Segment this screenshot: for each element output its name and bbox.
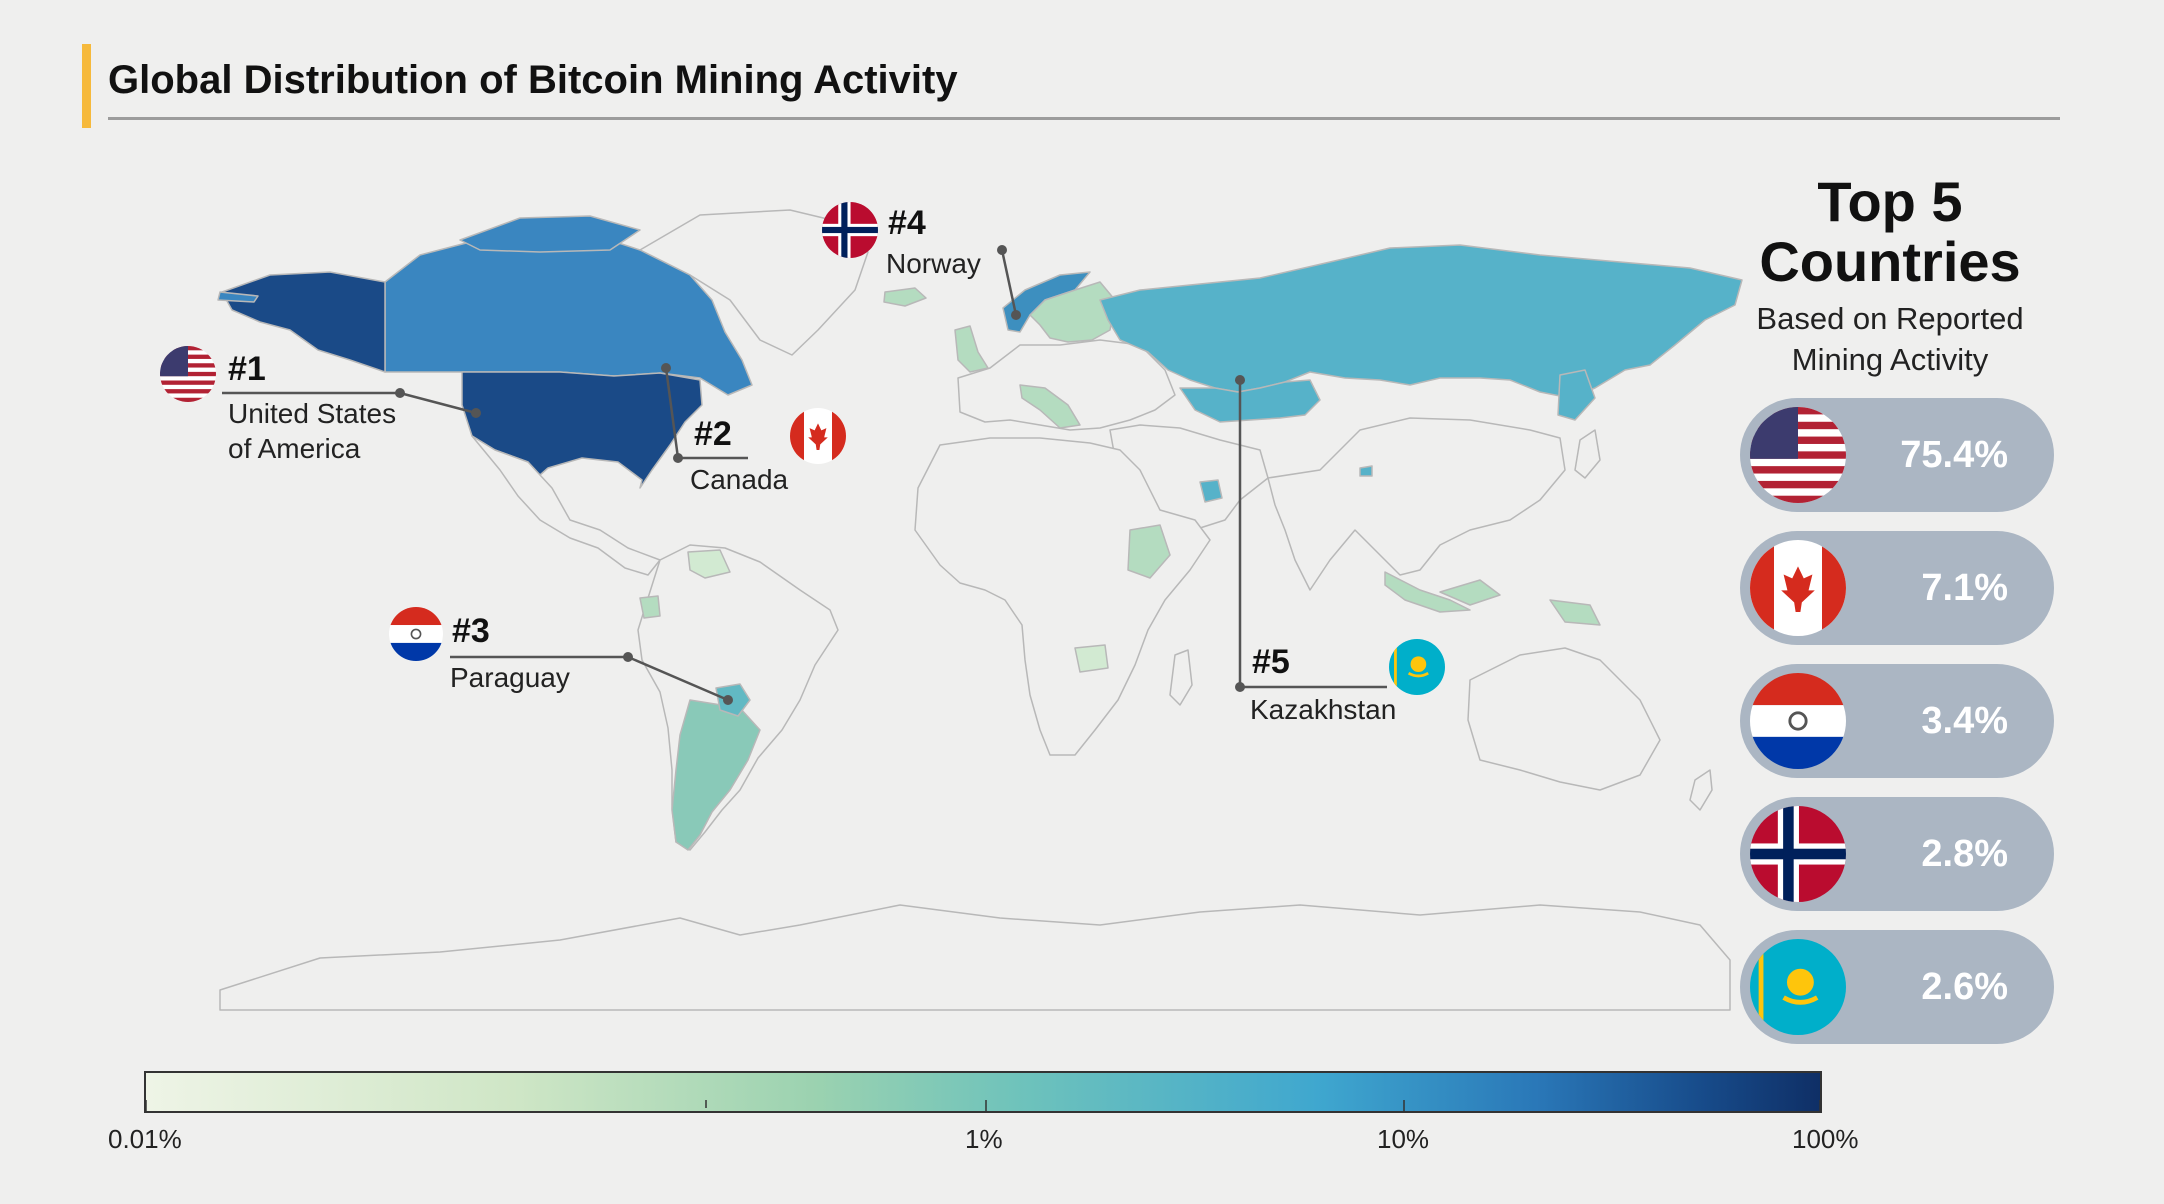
- top5-subtitle-line1: Based on Reported: [1756, 301, 2024, 336]
- top5-percent-kazakhstan: 2.6%: [1921, 966, 2008, 1008]
- region-russia: [1099, 244, 1743, 399]
- region-zambia: [1074, 644, 1109, 673]
- scale-tick-label: 1%: [965, 1124, 1003, 1154]
- rank-label-usa: #1: [228, 350, 266, 388]
- kazakhstan-flag-icon: [1389, 639, 1445, 695]
- region-africa: [914, 437, 1211, 756]
- country-label-norway: Norway: [886, 248, 981, 279]
- scale-tick-label: 0.01%: [108, 1124, 182, 1154]
- top5-item-kazakhstan: 2.6%: [1740, 930, 2054, 1044]
- region-sweden-finland: [1029, 281, 1116, 343]
- top5-title: Top 5 Countries: [1730, 172, 2050, 292]
- top5-title-line1: Top 5: [1817, 170, 1963, 233]
- top5-item-norway: 2.8%: [1740, 797, 2054, 911]
- region-oman: [1199, 479, 1223, 503]
- region-europe: [957, 339, 1176, 431]
- region-alaska-islands: [217, 291, 259, 303]
- top5-subtitle: Based on Reported Mining Activity: [1730, 298, 2050, 380]
- region-alaska: [221, 271, 386, 373]
- norway-flag-icon: [1750, 806, 1846, 902]
- top5-percent-paraguay: 3.4%: [1921, 700, 2008, 742]
- region-antarctica: [219, 904, 1731, 1011]
- region-venezuela: [687, 549, 731, 579]
- rank-label-norway: #4: [888, 204, 926, 242]
- country-label-canada: Canada: [690, 464, 789, 495]
- region-usa: [461, 371, 703, 489]
- title-accent-bar: [82, 44, 91, 128]
- region-png: [1549, 599, 1601, 626]
- region-indonesia: [1384, 571, 1471, 613]
- region-australia: [1467, 647, 1661, 791]
- rank-label-kazakhstan: #5: [1252, 643, 1290, 681]
- usa-flag-icon: [1750, 407, 1846, 503]
- region-malaysia: [1439, 579, 1501, 606]
- region-kazakhstan: [1179, 379, 1321, 423]
- paraguay-flag-icon: [1750, 673, 1846, 769]
- top5-subtitle-line2: Mining Activity: [1791, 342, 1989, 377]
- title-divider: [108, 117, 2060, 120]
- color-scale-ticks: [145, 1100, 1821, 1112]
- region-ethiopia: [1127, 524, 1171, 579]
- top5-percent-canada: 7.1%: [1921, 567, 2008, 609]
- top5-item-canada: 7.1%: [1740, 531, 2054, 645]
- top5-title-line2: Countries: [1759, 230, 2021, 293]
- region-eastern-europe: [1019, 384, 1081, 429]
- region-canada-islands: [459, 215, 641, 253]
- leader-line-norway: [1000, 249, 1018, 316]
- region-new-zealand: [1689, 769, 1713, 811]
- kazakhstan-flag-icon: [1750, 939, 1846, 1035]
- region-greenland: [639, 209, 869, 356]
- country-label-kazakhstan: Kazakhstan: [1250, 694, 1397, 725]
- canada-flag-icon: [790, 408, 846, 464]
- paraguay-flag-icon: [389, 607, 443, 661]
- region-argentina: [671, 699, 761, 851]
- scale-tick-label: 100%: [1792, 1124, 1859, 1154]
- region-uk: [954, 325, 989, 373]
- top5-item-paraguay: 3.4%: [1740, 664, 2054, 778]
- rank-label-canada: #2: [694, 415, 732, 453]
- canada-flag-icon: [1750, 540, 1846, 636]
- region-japan: [1574, 429, 1601, 479]
- country-label-usa-line2: of America: [228, 433, 361, 464]
- usa-flag-icon: [160, 346, 216, 402]
- norway-flag-icon: [822, 202, 878, 258]
- region-bolivia: [639, 595, 661, 619]
- page-title: Global Distribution of Bitcoin Mining Ac…: [108, 58, 958, 102]
- top5-header: Top 5 Countries Based on Reported Mining…: [1730, 172, 2050, 380]
- region-bhutan: [1359, 465, 1373, 477]
- top5-percent-norway: 2.8%: [1921, 833, 2008, 875]
- scale-tick-label: 10%: [1377, 1124, 1430, 1154]
- top5-item-usa: 75.4%: [1740, 398, 2054, 512]
- country-label-usa-line1: United States: [228, 398, 397, 429]
- color-scale-bar: [144, 1071, 1822, 1113]
- country-label-usa: United States of America: [228, 396, 396, 466]
- region-iceland: [883, 287, 927, 307]
- rank-label-paraguay: #3: [452, 612, 490, 650]
- top5-percent-usa: 75.4%: [1900, 434, 2008, 476]
- region-madagascar: [1169, 649, 1193, 706]
- region-asia: [1267, 417, 1566, 591]
- region-kamchatka: [1557, 369, 1596, 421]
- country-label-paraguay: Paraguay: [450, 662, 570, 693]
